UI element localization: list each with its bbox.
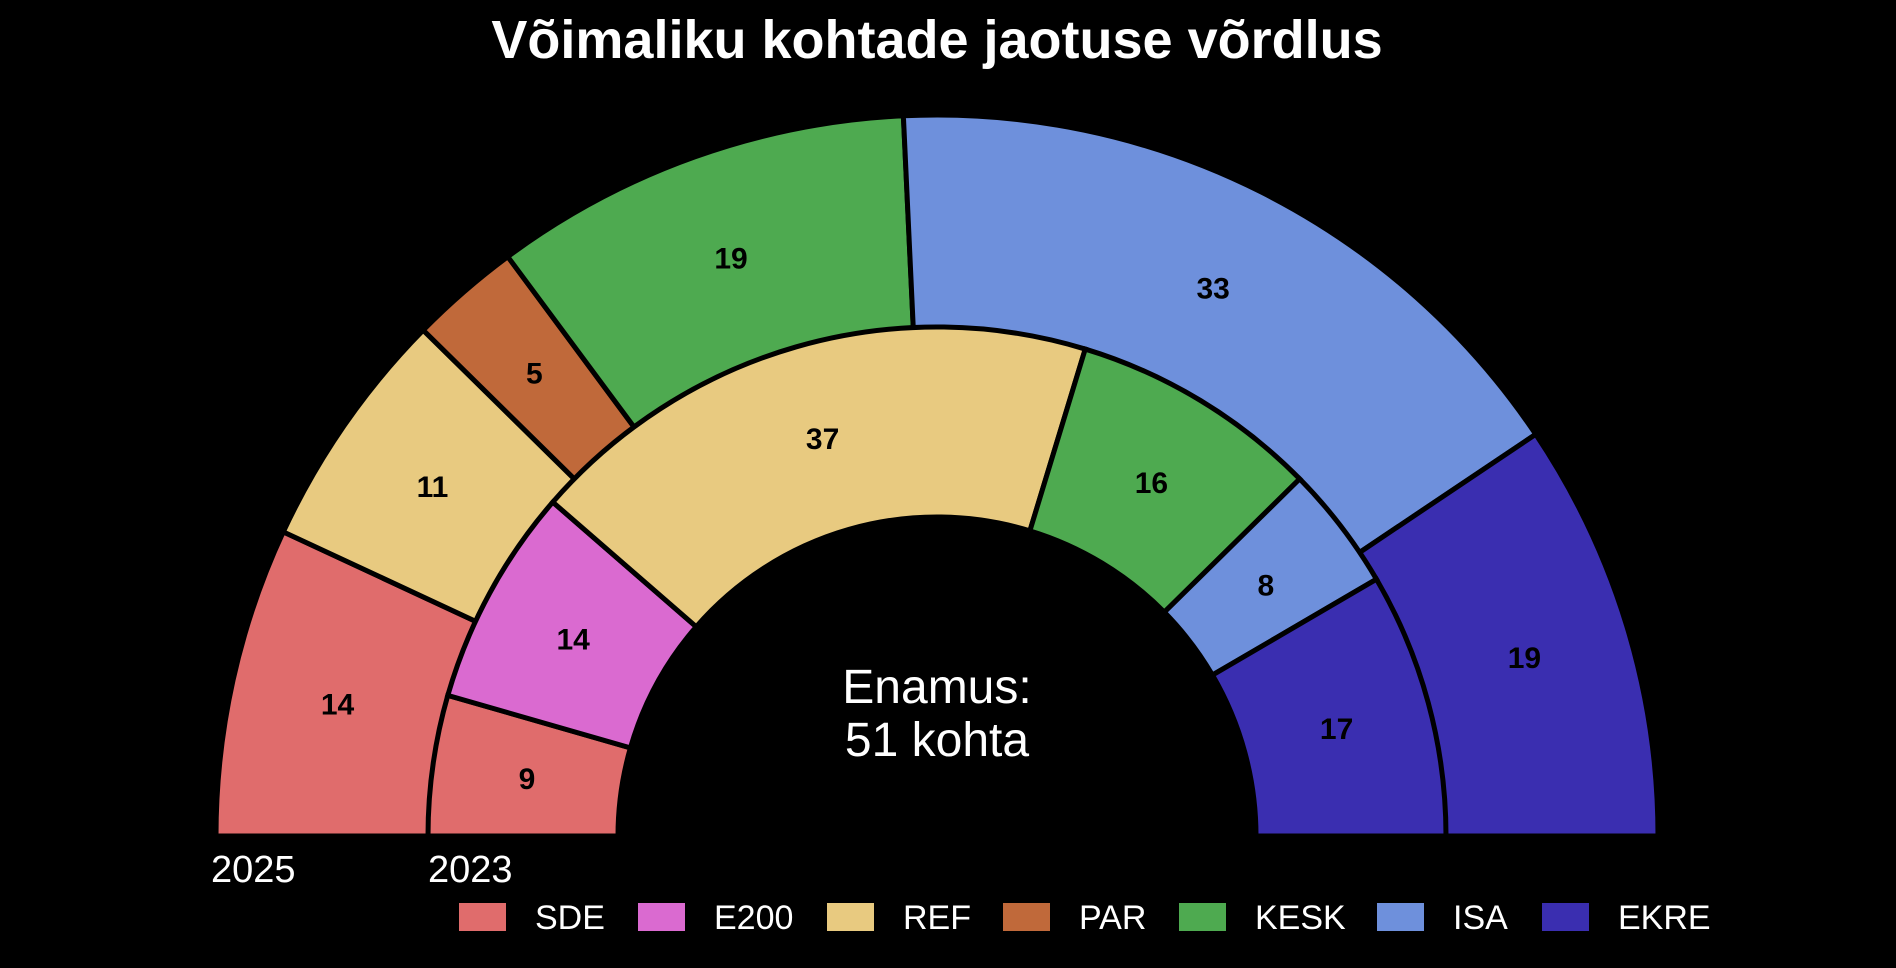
segment-labels: 14 11 5 19 33 19 9 14 37 16 8 17	[321, 243, 1541, 797]
segment-2023-ref	[549, 324, 1089, 631]
legend-label-par: PAR	[1079, 899, 1146, 937]
segment-label-2023-ekre: 17	[1320, 713, 1353, 746]
segment-label-2025-par: 5	[526, 358, 543, 391]
legend-swatch-isa	[1377, 903, 1424, 931]
legend-swatch-ekre	[1542, 903, 1589, 931]
segment-label-2023-isa: 8	[1257, 569, 1274, 602]
legend-label-ekre: EKRE	[1618, 899, 1711, 937]
segment-label-2025-sde: 14	[321, 688, 355, 721]
segment-2023-ekre	[1209, 575, 1449, 839]
legend: SDE E200 REF PAR KESK ISA EKRE	[459, 899, 1711, 937]
segment-label-2025-kesk: 19	[714, 243, 747, 276]
rings	[213, 112, 1661, 839]
segment-label-2023-ref: 37	[806, 423, 839, 456]
legend-swatch-e200	[638, 903, 685, 931]
segment-label-2025-ekre: 19	[1508, 642, 1541, 675]
segment-label-2023-kesk: 16	[1135, 467, 1168, 500]
legend-label-kesk: KESK	[1255, 899, 1346, 937]
legend-swatch-ref	[827, 903, 874, 931]
segment-label-2023-sde: 9	[519, 763, 536, 796]
ring-label-inner: 2023	[428, 849, 513, 891]
legend-label-sde: SDE	[535, 899, 605, 937]
legend-swatch-sde	[459, 903, 506, 931]
legend-label-ref: REF	[903, 899, 971, 937]
ring-label-outer: 2025	[211, 849, 296, 891]
segment-label-2023-e200: 14	[557, 623, 591, 656]
chart-title: Võimaliku kohtade jaotuse võrdlus	[491, 10, 1382, 70]
legend-swatch-par	[1003, 903, 1050, 931]
center-label: Enamus: 51 kohta	[842, 661, 1031, 767]
center-label-line-1: Enamus:	[842, 661, 1031, 714]
legend-label-e200: E200	[714, 899, 793, 937]
segment-label-2025-isa: 33	[1197, 273, 1230, 306]
segment-label-2025-ref: 11	[417, 471, 449, 504]
center-label-line-2: 51 kohta	[845, 714, 1029, 767]
legend-swatch-kesk	[1179, 903, 1226, 931]
legend-label-isa: ISA	[1453, 899, 1508, 937]
